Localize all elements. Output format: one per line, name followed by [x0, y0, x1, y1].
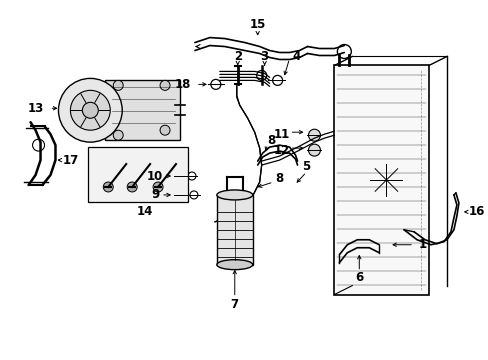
Circle shape — [160, 80, 170, 90]
Text: 16: 16 — [468, 205, 484, 219]
Circle shape — [113, 130, 123, 140]
Circle shape — [153, 182, 163, 192]
Text: 14: 14 — [137, 205, 153, 219]
Text: 12: 12 — [273, 144, 289, 157]
Circle shape — [308, 144, 320, 156]
Text: 3: 3 — [260, 50, 268, 63]
Text: 8: 8 — [267, 134, 275, 147]
Circle shape — [127, 182, 137, 192]
Circle shape — [113, 80, 123, 90]
Text: 2: 2 — [233, 50, 242, 63]
Bar — [88, 147, 187, 202]
Text: 9: 9 — [151, 188, 159, 202]
Bar — [216, 195, 252, 265]
Text: 17: 17 — [62, 154, 79, 167]
Circle shape — [308, 129, 320, 141]
Ellipse shape — [216, 260, 252, 270]
Bar — [334, 66, 428, 294]
Text: 5: 5 — [302, 159, 310, 172]
Bar — [105, 80, 180, 140]
Text: 18: 18 — [174, 78, 191, 91]
Text: 13: 13 — [27, 102, 43, 115]
Text: 4: 4 — [292, 50, 300, 63]
Circle shape — [70, 90, 110, 130]
Text: 10: 10 — [147, 170, 163, 183]
Circle shape — [103, 182, 113, 192]
Circle shape — [82, 102, 98, 118]
Circle shape — [160, 125, 170, 135]
Text: 11: 11 — [273, 128, 289, 141]
Circle shape — [59, 78, 122, 142]
Ellipse shape — [216, 190, 252, 200]
Text: 1: 1 — [418, 238, 427, 251]
Text: 8: 8 — [275, 171, 283, 185]
Text: 15: 15 — [249, 18, 265, 31]
Text: 6: 6 — [354, 271, 363, 284]
Text: 7: 7 — [230, 298, 238, 311]
